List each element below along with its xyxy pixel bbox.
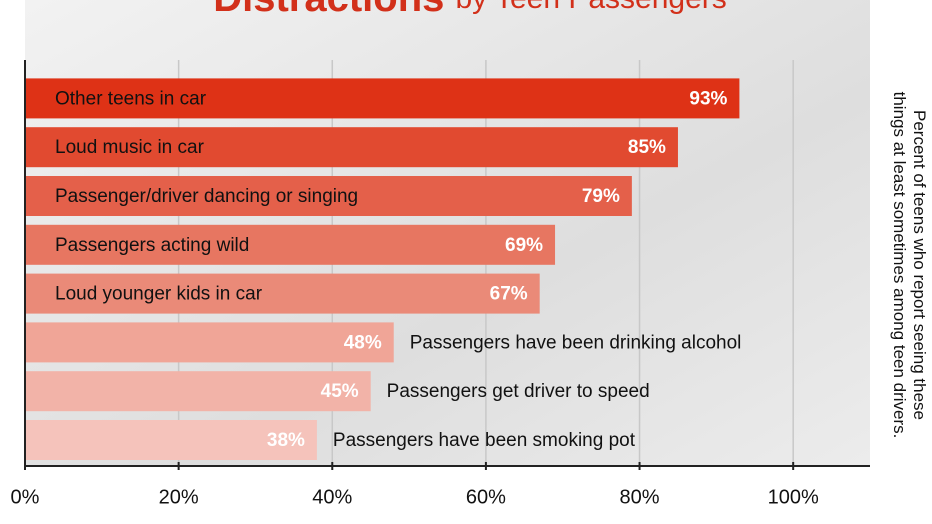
category-label: Loud music in car <box>55 137 205 158</box>
bar <box>25 78 740 119</box>
bar <box>25 371 371 412</box>
value-label: 79% <box>582 186 620 207</box>
bar <box>25 176 632 216</box>
note-line: Percent of teens who report seeing these <box>910 110 929 420</box>
bar <box>25 420 317 460</box>
note-line: things at least sometimes among teen dri… <box>890 92 909 439</box>
side-note: things at least sometimes among teen dri… <box>890 92 929 439</box>
category-label: Loud younger kids in car <box>55 284 263 305</box>
value-label: 67% <box>490 284 528 305</box>
category-label: Passengers have been smoking pot <box>333 430 636 451</box>
category-label: Passengers have been drinking alcohol <box>410 332 742 353</box>
x-tick-label: 100% <box>768 486 819 508</box>
chart-title: Distractions by Teen Passengers <box>213 0 727 20</box>
value-label: 48% <box>344 332 382 353</box>
x-tick-label: 20% <box>159 486 199 508</box>
x-tick-label: 80% <box>620 486 660 508</box>
x-tick-label: 60% <box>466 486 506 508</box>
value-label: 38% <box>267 430 305 451</box>
value-label: 85% <box>628 137 666 158</box>
category-label: Passengers get driver to speed <box>387 381 650 402</box>
value-label: 93% <box>689 88 727 109</box>
x-tick-label: 0% <box>11 486 40 508</box>
bar <box>25 224 556 265</box>
title-sub: by Teen Passengers <box>456 0 727 15</box>
value-label: 69% <box>505 235 543 256</box>
bar <box>25 273 540 314</box>
category-label: Other teens in car <box>55 88 207 109</box>
title-main: Distractions <box>213 0 444 20</box>
category-label: Passengers acting wild <box>55 235 249 256</box>
bar <box>25 322 394 363</box>
value-label: 45% <box>321 381 359 402</box>
x-tick-label: 40% <box>312 486 352 508</box>
bar <box>25 127 678 168</box>
category-label: Passenger/driver dancing or singing <box>55 186 358 207</box>
